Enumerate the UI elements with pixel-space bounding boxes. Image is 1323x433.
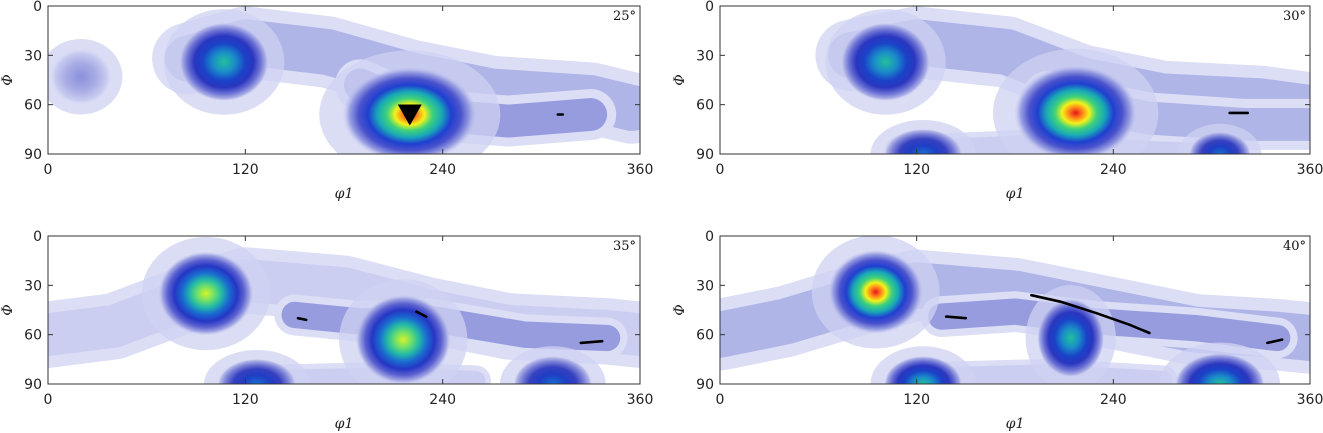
y-tick-label: 90 [24, 147, 42, 163]
intensity-peak [217, 358, 296, 384]
x-axis-label: φ1 [335, 416, 354, 432]
intensity-peak [158, 251, 254, 336]
axes-frame [47, 5, 641, 155]
y-tick-label: 90 [696, 147, 714, 163]
x-tick-label: 360 [1297, 392, 1323, 408]
x-tick-label: 240 [429, 162, 456, 178]
y-tick-label: 60 [696, 98, 714, 114]
axes-frame [47, 235, 641, 385]
y-axis-label: Φ [0, 74, 16, 85]
x-tick-label: 240 [1100, 392, 1127, 408]
odf-panel-1: 0 120 240 360 0 30 60 90 φ1 Φ 25° [0, 0, 653, 202]
heatmap-area [720, 236, 1310, 384]
x-tick-label: 120 [232, 162, 259, 178]
section-angle-label: 30° [1283, 9, 1306, 24]
intensity-peak [1189, 131, 1251, 154]
section-angle-label: 40° [1283, 239, 1306, 254]
fibre-line [1266, 338, 1284, 345]
y-tick-label: 30 [24, 278, 42, 294]
odf-panel-4: 0 120 240 360 0 30 60 90 φ1 Φ 40° [672, 229, 1323, 432]
x-axis-label: φ1 [335, 186, 354, 202]
y-tick-label: 30 [696, 48, 714, 64]
fibre-line [579, 339, 604, 345]
y-tick-label: 90 [696, 377, 714, 393]
x-tick-label: 0 [716, 162, 725, 178]
fibre-line [1030, 293, 1151, 335]
odf-panel-2: 0 120 240 360 0 30 60 90 φ1 Φ 30° [672, 0, 1323, 202]
intensity-peak [355, 294, 451, 384]
x-tick-label: 240 [1100, 162, 1127, 178]
fibre-line [296, 316, 308, 322]
intensity-peak [1175, 353, 1265, 384]
y-tick-label: 60 [696, 328, 714, 344]
intensity-peak [513, 356, 592, 384]
x-tick-label: 360 [627, 162, 654, 178]
x-tick-label: 120 [232, 392, 259, 408]
x-tick-label: 240 [429, 392, 456, 408]
x-tick-label: 120 [903, 162, 930, 178]
y-tick-label: 0 [33, 229, 42, 245]
heatmap-area [815, 6, 1310, 154]
intensity-peak [840, 22, 931, 102]
intensity-peak [884, 128, 963, 154]
intensity-peak [884, 356, 963, 384]
intensity-peak [50, 48, 112, 105]
y-tick-label: 60 [24, 328, 42, 344]
y-tick-label: 60 [24, 98, 42, 114]
intensity-peak [1014, 65, 1137, 154]
y-tick-label: 0 [33, 0, 42, 15]
triangle-down-icon [397, 104, 422, 126]
y-tick-label: 0 [705, 0, 714, 15]
heatmap-area [48, 6, 640, 154]
x-tick-label: 0 [716, 392, 725, 408]
intensity-peak [179, 22, 269, 102]
section-angle-label: 35° [613, 239, 636, 254]
x-tick-label: 360 [627, 392, 654, 408]
fibre-line [944, 315, 968, 320]
x-axis-label: φ1 [1006, 186, 1025, 202]
y-axis-label: Φ [672, 304, 688, 315]
x-axis-label: φ1 [1006, 416, 1025, 432]
odf-panel-3: 0 120 240 360 0 30 60 90 φ1 Φ 35° [0, 229, 653, 432]
y-axis-label: Φ [0, 304, 16, 315]
heatmap-area [48, 236, 640, 384]
axes-frame [719, 5, 1311, 155]
section-angle-label: 25° [613, 9, 636, 24]
intensity-peak [828, 249, 924, 334]
x-tick-label: 0 [44, 392, 53, 408]
y-tick-label: 90 [24, 377, 42, 393]
intensity-peak [1037, 298, 1105, 378]
y-axis-label: Φ [672, 74, 688, 85]
y-tick-label: 30 [696, 278, 714, 294]
fibre-line [415, 310, 428, 318]
y-tick-label: 30 [24, 48, 42, 64]
x-tick-label: 0 [44, 162, 53, 178]
y-tick-label: 0 [705, 229, 714, 245]
x-tick-label: 120 [903, 392, 930, 408]
axes-frame [719, 235, 1311, 385]
x-tick-label: 360 [1297, 162, 1323, 178]
